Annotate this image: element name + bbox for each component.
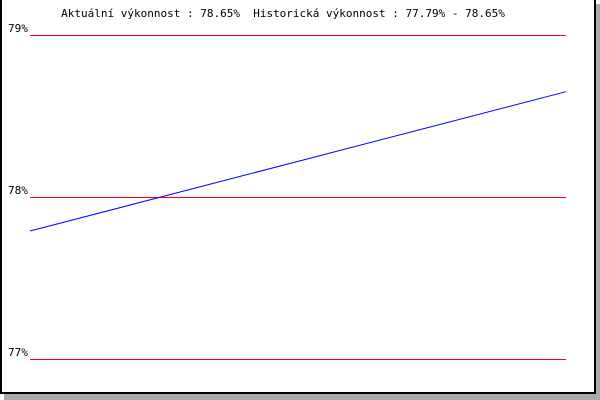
chart-title: Aktuální výkonnost : 78.65% Historická v… <box>61 7 505 20</box>
y-tick-label: 77% <box>8 346 28 359</box>
y-tick-label: 78% <box>8 184 28 197</box>
y-tick-label: 79% <box>8 22 28 35</box>
series-line-0 <box>29 91 567 232</box>
